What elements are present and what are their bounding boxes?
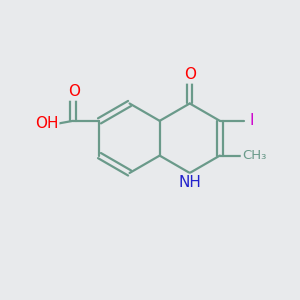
Text: I: I <box>250 113 254 128</box>
Text: CH₃: CH₃ <box>242 149 266 162</box>
Text: OH: OH <box>35 116 58 131</box>
Text: O: O <box>184 68 196 82</box>
Text: NH: NH <box>178 175 201 190</box>
Text: O: O <box>68 85 80 100</box>
